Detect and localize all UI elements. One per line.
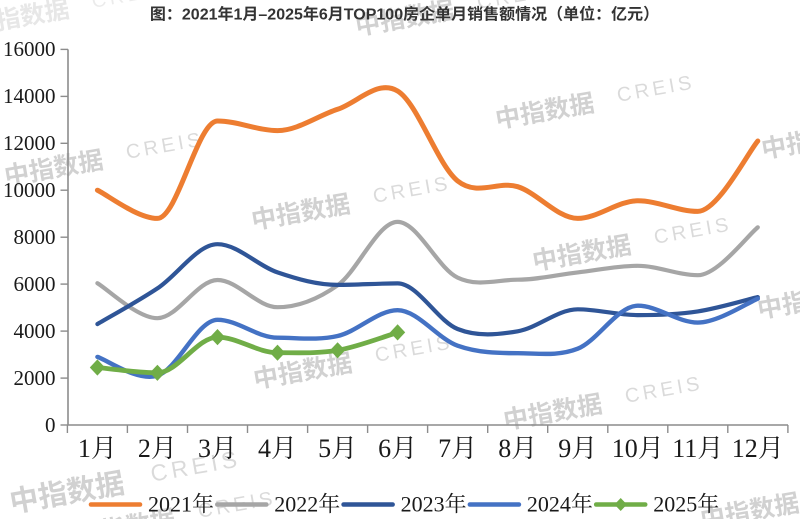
svg-text:4000: 4000: [14, 319, 56, 343]
svg-text:12000: 12000: [3, 131, 56, 155]
svg-text:6: 6: [319, 7, 328, 24]
svg-text:2025: 2025: [653, 492, 697, 517]
svg-text:4: 4: [258, 434, 271, 463]
svg-text:5: 5: [318, 434, 331, 463]
svg-text:11: 11: [672, 434, 697, 463]
svg-text:8: 8: [498, 434, 511, 463]
svg-text:16000: 16000: [3, 37, 56, 61]
svg-text:2021: 2021: [148, 492, 192, 517]
svg-text:3: 3: [198, 434, 211, 463]
svg-text:9: 9: [558, 434, 571, 463]
svg-text:2024: 2024: [527, 492, 571, 517]
svg-text:TOP100: TOP100: [344, 7, 403, 24]
svg-text:10000: 10000: [3, 178, 56, 202]
svg-text:8000: 8000: [14, 225, 56, 249]
svg-text:2: 2: [138, 434, 151, 463]
svg-text:12: 12: [732, 434, 758, 463]
svg-text:2025: 2025: [267, 7, 303, 24]
svg-text:6: 6: [378, 434, 391, 463]
svg-text:2022: 2022: [274, 492, 318, 517]
svg-text:2023: 2023: [401, 492, 445, 517]
svg-text:0: 0: [45, 413, 56, 437]
svg-text:10: 10: [612, 434, 638, 463]
svg-text:2021: 2021: [182, 7, 218, 24]
svg-text:2000: 2000: [14, 366, 56, 390]
svg-text:1: 1: [78, 434, 91, 463]
svg-text:–: –: [258, 7, 267, 24]
svg-text:7: 7: [438, 434, 451, 463]
svg-text:14000: 14000: [3, 84, 56, 108]
svg-text:6000: 6000: [14, 272, 56, 296]
svg-text:1: 1: [234, 7, 243, 24]
